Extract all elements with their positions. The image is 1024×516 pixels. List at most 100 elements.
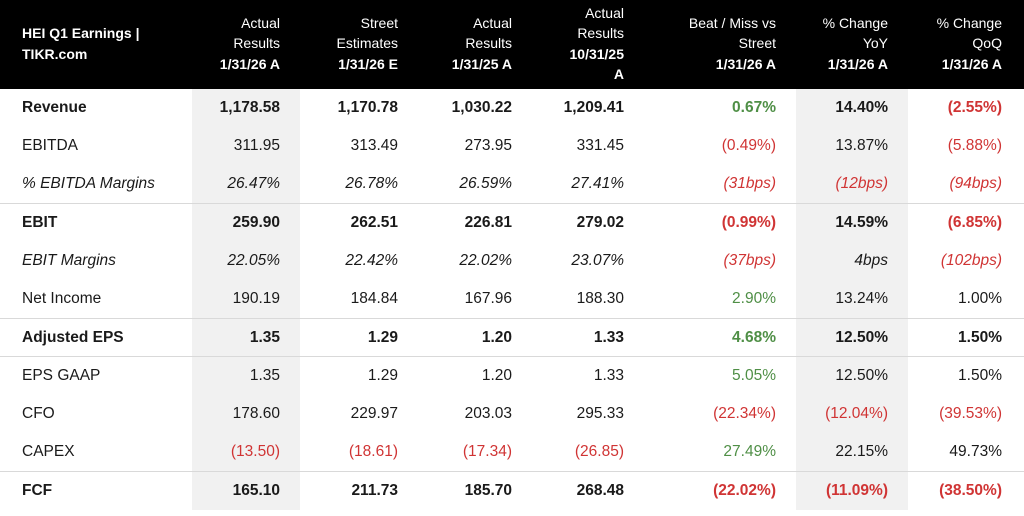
- row-label: FCF: [0, 471, 192, 511]
- table-row-ebitda: EBITDA 311.95 313.49 273.95 331.45 (0.49%) 13.…: [0, 126, 1024, 165]
- table-row-ebit: EBIT 259.90 262.51 226.81 279.02 (0.99%) 14.59…: [0, 202, 1024, 242]
- table-row-fcf: FCF 165.10 211.73 185.70 268.48 (22.02%) (11.0…: [0, 471, 1024, 511]
- row-label: Net Income: [22, 289, 102, 307]
- table-row-net-income: Net Income 190.19 184.84 167.96 188.30 2.90% 1…: [0, 279, 1024, 319]
- table-cell: 1,178.58: [192, 86, 300, 127]
- table-cell: 1.29: [300, 356, 418, 396]
- table-cell: 1.20: [418, 317, 532, 357]
- table-cell: 262.51: [300, 202, 418, 242]
- col-header-street-estimates: Street Estimates 1/31/26 E: [336, 14, 398, 72]
- title-line-1: HEI Q1 Earnings |: [22, 25, 140, 41]
- row-label: EBITDA: [22, 136, 78, 154]
- table-cell: 14.59%: [796, 202, 908, 242]
- table-cell: (12bps): [796, 164, 908, 204]
- table-cell: 165.10: [192, 471, 300, 511]
- table-cell: (22.34%): [713, 405, 776, 423]
- table-cell: 1.29: [300, 317, 418, 357]
- table-cell: 1.33: [532, 317, 644, 357]
- table-cell: 1.50%: [908, 356, 1024, 396]
- table-title: HEI Q1 Earnings | TIKR.com: [0, 0, 192, 88]
- table-cell: (39.53%): [939, 405, 1002, 423]
- table-cell: 5.05%: [644, 356, 796, 396]
- table-cell: (17.34): [462, 443, 512, 461]
- table-cell: 26.47%: [192, 164, 300, 204]
- row-label: % EBITDA Margins: [22, 174, 155, 192]
- table-cell: 273.95: [464, 136, 512, 154]
- table-cell: 188.30: [576, 289, 624, 307]
- table-cell: 1.35: [192, 317, 300, 357]
- table-cell: 49.73%: [949, 443, 1002, 461]
- table-cell: 1.35: [192, 356, 300, 396]
- table-cell: 185.70: [418, 471, 532, 511]
- table-cell: (26.85): [574, 443, 624, 461]
- table-row-revenue: Revenue 1,178.58 1,170.78 1,030.22 1,209.41 0…: [0, 86, 1024, 127]
- table-cell: 22.02%: [459, 251, 512, 269]
- table-cell: 12.50%: [796, 317, 908, 357]
- title-line-2: TIKR.com: [22, 45, 88, 62]
- table-cell: 13.87%: [796, 126, 908, 165]
- table-row-ebit-margins: EBIT Margins 22.05% 22.42% 22.02% 23.07% (37b…: [0, 241, 1024, 280]
- row-label: CFO: [22, 405, 55, 423]
- table-cell: 13.24%: [796, 279, 908, 319]
- col-header-actual-1-31-26: Actual Results 1/31/26 A: [219, 14, 280, 72]
- table-cell: (31bps): [723, 174, 776, 192]
- table-cell: 27.49%: [723, 443, 776, 461]
- col-header-actual-1-31-25: Actual Results 1/31/25 A: [451, 14, 512, 72]
- table-row-capex: CAPEX (13.50) (18.61) (17.34) (26.85) 27.49% 2…: [0, 433, 1024, 472]
- table-cell: 268.48: [532, 471, 644, 511]
- row-label: EBIT Margins: [22, 251, 116, 269]
- table-cell: 184.84: [350, 289, 398, 307]
- col-header-beat-miss: Beat / Miss vs Street 1/31/26 A: [688, 14, 776, 72]
- table-row-eps-gaap: EPS GAAP 1.35 1.29 1.20 1.33 5.05% 12.50% 1.50%: [0, 356, 1024, 396]
- table-cell: (0.49%): [721, 136, 776, 154]
- table-row-ebitda-margins: % EBITDA Margins 26.47% 26.78% 26.59% 27.41%…: [0, 164, 1024, 204]
- table-cell: 279.02: [532, 202, 644, 242]
- table-cell: 1,170.78: [300, 86, 418, 127]
- table-row-adjusted-eps: Adjusted EPS 1.35 1.29 1.20 1.33 4.68% 12.50% 1…: [0, 317, 1024, 357]
- table-cell: 226.81: [418, 202, 532, 242]
- table-cell: 4.68%: [644, 317, 796, 357]
- table-cell: (94bps): [949, 174, 1002, 192]
- table-cell: 26.78%: [345, 174, 398, 192]
- table-cell: (6.85%): [908, 202, 1024, 242]
- table-cell: 22.05%: [192, 241, 300, 280]
- table-cell: 12.50%: [796, 356, 908, 396]
- table-cell: (22.02%): [644, 471, 796, 511]
- row-label: Revenue: [0, 86, 192, 127]
- table-cell: 0.67%: [644, 86, 796, 127]
- table-cell: 178.60: [192, 395, 300, 434]
- table-cell: 211.73: [300, 471, 418, 511]
- table-cell: (12.04%): [796, 395, 908, 434]
- table-cell: 22.42%: [345, 251, 398, 269]
- col-header-change-yoy: % Change YoY 1/31/26 A: [822, 14, 888, 72]
- table-cell: (5.88%): [947, 136, 1002, 154]
- table-cell: 295.33: [576, 405, 624, 423]
- row-label: CAPEX: [22, 443, 75, 461]
- table-cell: 331.45: [576, 136, 624, 154]
- table-cell: 23.07%: [571, 251, 624, 269]
- table-cell: (2.55%): [908, 86, 1024, 127]
- col-header-change-qoq: % Change QoQ 1/31/26 A: [936, 14, 1002, 72]
- table-cell: 4bps: [796, 241, 908, 280]
- table-cell: 1,209.41: [532, 86, 644, 127]
- table-cell: (18.61): [348, 443, 398, 461]
- table-cell: 22.15%: [796, 433, 908, 472]
- table-cell: 313.49: [350, 136, 398, 154]
- table-cell: (38.50%): [908, 471, 1024, 511]
- table-cell: (11.09%): [796, 471, 908, 511]
- header-row: HEI Q1 Earnings | TIKR.com Actual Result…: [0, 0, 1024, 88]
- table-cell: 190.19: [192, 279, 300, 319]
- table-cell: 27.41%: [571, 174, 624, 192]
- row-label: Adjusted EPS: [0, 317, 192, 357]
- table-cell: (13.50): [192, 433, 300, 472]
- table-cell: 259.90: [192, 202, 300, 242]
- table-cell: 14.40%: [796, 86, 908, 127]
- table-cell: 26.59%: [459, 174, 512, 192]
- table-cell: 2.90%: [732, 289, 776, 307]
- table-cell: 167.96: [464, 289, 512, 307]
- table-cell: 203.03: [464, 405, 512, 423]
- row-label: EBIT: [0, 202, 192, 242]
- table-cell: 1.50%: [908, 317, 1024, 357]
- table-cell: 1.00%: [958, 289, 1002, 307]
